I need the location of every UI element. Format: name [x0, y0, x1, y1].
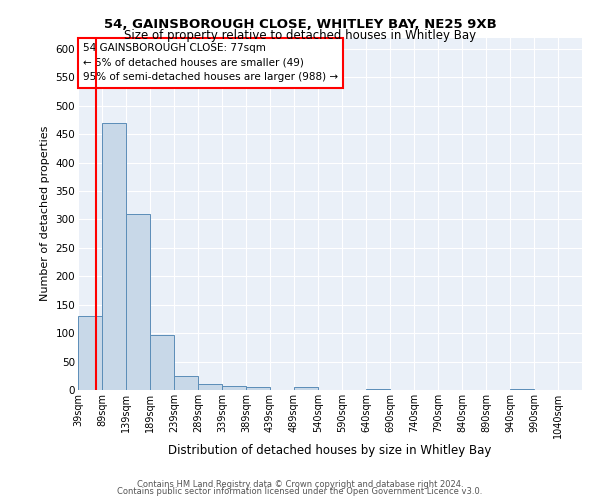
Bar [102, 123, 126, 390]
Bar [126, 214, 150, 390]
Bar [150, 335, 174, 390]
Text: Size of property relative to detached houses in Whitley Bay: Size of property relative to detached ho… [124, 29, 476, 42]
Bar [294, 387, 318, 390]
Y-axis label: Number of detached properties: Number of detached properties [40, 126, 50, 302]
Bar [174, 376, 198, 390]
X-axis label: Distribution of detached houses by size in Whitley Bay: Distribution of detached houses by size … [169, 444, 491, 456]
Text: 54, GAINSBOROUGH CLOSE, WHITLEY BAY, NE25 9XB: 54, GAINSBOROUGH CLOSE, WHITLEY BAY, NE2… [104, 18, 496, 30]
Text: Contains public sector information licensed under the Open Government Licence v3: Contains public sector information licen… [118, 488, 482, 496]
Bar [509, 389, 533, 390]
Bar [246, 387, 270, 390]
Bar [198, 384, 222, 390]
Bar [78, 316, 102, 390]
Bar [366, 389, 390, 390]
Text: 54 GAINSBOROUGH CLOSE: 77sqm
← 5% of detached houses are smaller (49)
95% of sem: 54 GAINSBOROUGH CLOSE: 77sqm ← 5% of det… [83, 43, 338, 82]
Bar [222, 386, 246, 390]
Text: Contains HM Land Registry data © Crown copyright and database right 2024.: Contains HM Land Registry data © Crown c… [137, 480, 463, 489]
